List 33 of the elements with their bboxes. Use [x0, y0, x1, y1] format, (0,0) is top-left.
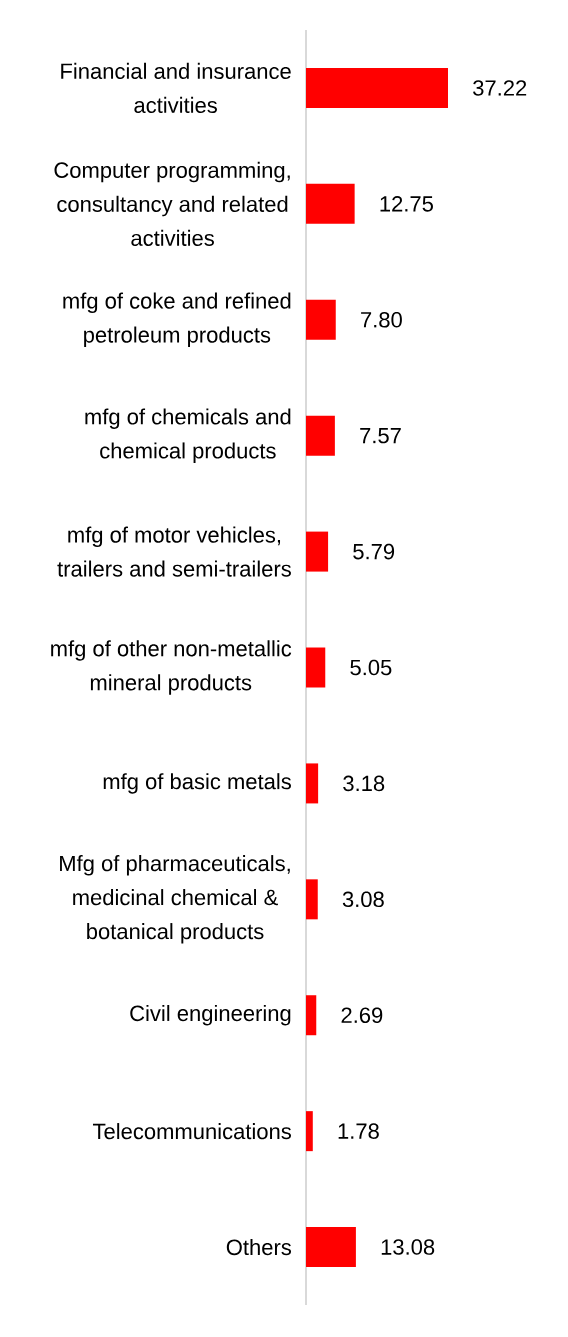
- bar: [306, 763, 319, 804]
- bar: [306, 647, 326, 688]
- bar: [306, 879, 318, 920]
- data-label: 7.80: [361, 311, 402, 328]
- y-tick-label: Others: [226, 1238, 292, 1256]
- y-tick-label: Telecommunications: [92, 1123, 291, 1140]
- bar: [306, 995, 317, 1036]
- bar: [306, 1111, 313, 1152]
- y-tick-label: mfg of motor vehicles, trailers and semi-trailers: [57, 526, 291, 577]
- y-tick-label: Computer programming, consultancy and related activities: [54, 161, 290, 246]
- y-tick-label: Mfg of pharmaceuticals, medicinal chemical & botanical products: [60, 855, 290, 944]
- bar: [306, 1227, 356, 1268]
- data-label: 1.78: [338, 1123, 379, 1139]
- y-tick-label: mfg of chemicals and chemical products: [85, 408, 291, 463]
- bar: [306, 415, 335, 456]
- data-label: 13.08: [381, 1239, 435, 1255]
- data-label: 5.05: [350, 659, 392, 676]
- y-tick-label: mfg of other non-metallic mineral products: [51, 640, 292, 695]
- data-label: 2.69: [341, 1007, 383, 1024]
- y-tick-label: mfg of coke and refined petroleum products: [63, 292, 291, 348]
- data-label: 37.22: [473, 80, 527, 96]
- data-label: 7.57: [360, 428, 401, 444]
- bar: [306, 183, 355, 224]
- bar: [306, 299, 336, 340]
- bar: [306, 67, 448, 108]
- data-label: 5.79: [353, 543, 395, 560]
- y-tick-label: mfg of basic metals: [103, 773, 291, 794]
- y-tick-label: Financial and insurance activities: [61, 62, 291, 114]
- y-tick-label: Civil engineering: [130, 1004, 291, 1026]
- bar: [306, 531, 329, 572]
- data-label: 3.18: [343, 775, 385, 792]
- data-label: 12.75: [380, 196, 433, 212]
- data-label: 3.08: [342, 891, 384, 908]
